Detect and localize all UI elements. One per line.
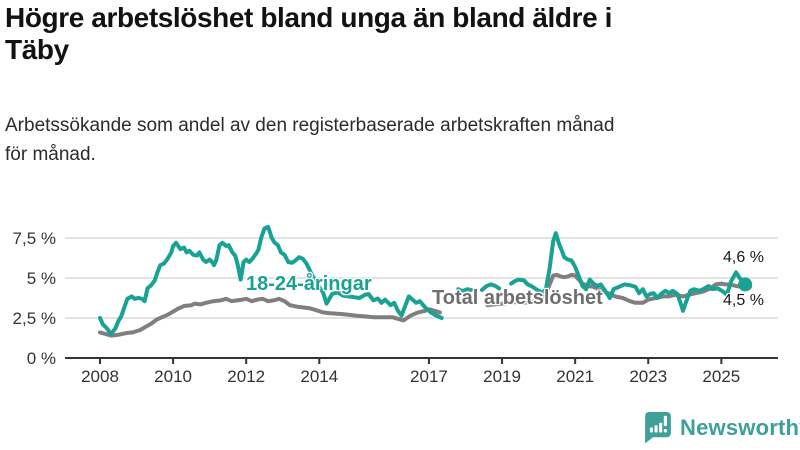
y-axis-label: 2,5 %	[13, 309, 56, 328]
chart-subtitle-line2: för månad.	[5, 144, 96, 166]
series-line	[98, 296, 442, 338]
x-axis-label: 2012	[227, 367, 265, 386]
series-line	[509, 231, 748, 313]
y-axis-label: 0 %	[27, 349, 56, 368]
series-line	[98, 224, 444, 336]
x-axis-label: 2019	[483, 367, 521, 386]
page-title-line2: Täby	[5, 34, 69, 66]
x-axis-label: 2010	[154, 367, 192, 386]
series-end-dot	[738, 277, 753, 292]
series-line	[456, 287, 473, 294]
x-axis-label: 2025	[702, 367, 740, 386]
newsworthy-logo: Newsworthy	[643, 411, 800, 444]
x-axis-label: 2021	[556, 367, 594, 386]
chart-subtitle-line1: Arbetssökande som andel av den registerb…	[5, 115, 615, 136]
page-title-line1: Högre arbetslöshet bland unga än bland ä…	[5, 2, 613, 33]
x-axis-label: 2017	[410, 367, 448, 386]
x-axis-label: 2014	[300, 367, 338, 386]
newsworthy-bubble-chart-icon	[645, 412, 671, 444]
end-value-label-total: 4,5 %	[723, 292, 764, 309]
page-title: Högre arbetslöshet bland unga än bland ä…	[5, 2, 785, 67]
end-value-label-18-24: 4,6 %	[723, 249, 764, 266]
series-label-18-24: 18-24-åringar	[246, 273, 372, 295]
y-axis-label: 5 %	[27, 269, 56, 288]
series-label-total: Total arbetslöshet	[432, 287, 603, 309]
newsworthy-wordmark: Newsworthy	[680, 414, 800, 440]
y-axis-label: 7,5 %	[13, 229, 56, 248]
chart-subtitle: Arbetssökande som andel av den registerb…	[5, 111, 795, 170]
x-axis-label: 2023	[629, 367, 667, 386]
x-axis-label: 2008	[81, 367, 119, 386]
series-line	[479, 282, 502, 292]
